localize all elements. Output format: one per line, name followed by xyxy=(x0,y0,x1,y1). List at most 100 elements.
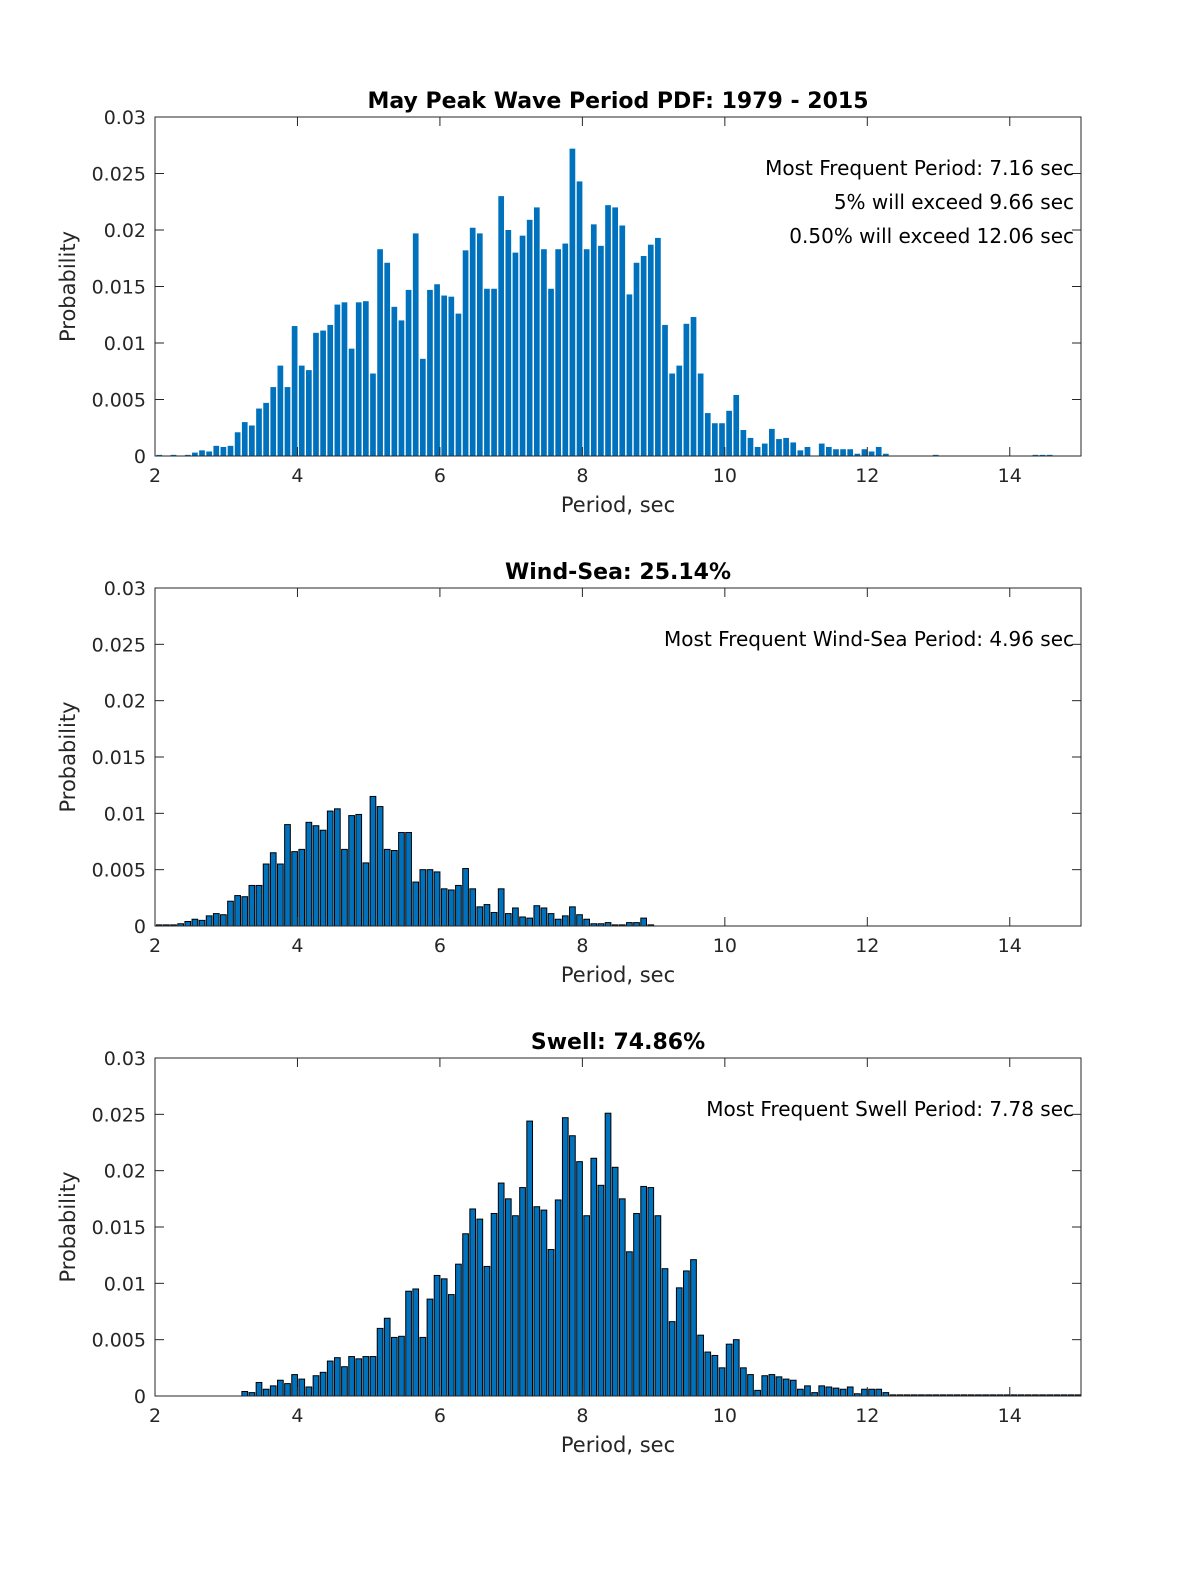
bar xyxy=(547,913,555,927)
bar xyxy=(754,446,761,456)
bar xyxy=(306,370,312,456)
chart-panel-2: 2 4 6 8 10 12 14 0 0.005 0.01 0.015 0.02 0.025 0.03 Wi… xyxy=(56,560,1082,987)
bar xyxy=(398,831,405,927)
bar xyxy=(782,1378,790,1397)
bar xyxy=(348,815,355,927)
bar xyxy=(519,916,526,927)
bar xyxy=(262,1388,270,1397)
bar xyxy=(255,1381,263,1397)
x-tick-label: 6 xyxy=(434,465,446,487)
bar xyxy=(825,1386,833,1397)
y-tick-label: 0.03 xyxy=(104,1048,146,1070)
bar xyxy=(690,1259,697,1397)
bar xyxy=(269,1385,277,1397)
bar xyxy=(654,1215,662,1397)
bar xyxy=(504,913,512,927)
x-tick-label: 4 xyxy=(291,465,303,487)
bar xyxy=(583,918,591,927)
bar xyxy=(497,1182,505,1397)
bar xyxy=(683,1270,690,1397)
chart-panel-1: 2 4 6 8 10 12 14 0 0.005 0.01 0.015 0.02 0.025 0.03 Ma… xyxy=(56,89,1082,517)
y-tick-label: 0.005 xyxy=(92,1330,146,1352)
bar xyxy=(234,432,241,456)
bar xyxy=(526,1120,534,1397)
annotation: Most Frequent Period: 7.16 sec xyxy=(765,156,1074,180)
bar xyxy=(569,148,576,456)
bar xyxy=(248,884,256,927)
bar xyxy=(711,1354,719,1397)
bar xyxy=(533,905,541,927)
bar xyxy=(676,365,683,456)
bar xyxy=(612,207,618,456)
bar xyxy=(697,373,704,456)
bar xyxy=(640,255,647,456)
bar xyxy=(405,289,412,456)
bar xyxy=(263,402,269,456)
bar xyxy=(697,1334,704,1397)
bar xyxy=(554,918,562,927)
bar xyxy=(797,1388,804,1397)
bar xyxy=(504,1198,512,1397)
bar xyxy=(1032,454,1039,456)
bar xyxy=(576,914,583,927)
bar xyxy=(590,1157,598,1397)
bar xyxy=(861,1388,868,1397)
bar xyxy=(825,446,832,456)
bar xyxy=(426,869,434,927)
bar xyxy=(712,423,718,456)
bar xyxy=(326,810,334,927)
bar xyxy=(248,1392,256,1397)
bar xyxy=(484,288,490,456)
chart-title: May Peak Wave Period PDF: 1979 - 2015 xyxy=(367,89,868,114)
bar xyxy=(675,1287,683,1397)
bar xyxy=(533,207,540,456)
bar xyxy=(661,1268,669,1397)
bar xyxy=(526,219,533,456)
bar xyxy=(262,863,270,927)
bar xyxy=(412,233,419,456)
bar xyxy=(569,1135,576,1397)
bar xyxy=(669,373,675,456)
bar xyxy=(412,881,420,927)
bar xyxy=(618,1198,626,1397)
bar xyxy=(804,1385,811,1397)
bar xyxy=(597,1184,605,1397)
x-axis-label: Period, sec xyxy=(561,963,675,987)
x-tick-label: 6 xyxy=(434,1405,446,1427)
bar xyxy=(376,1327,384,1397)
bar xyxy=(483,904,491,927)
bar xyxy=(412,1288,420,1397)
x-tick-label: 4 xyxy=(291,935,303,957)
y-tick-label: 0.03 xyxy=(104,578,146,600)
bar xyxy=(704,1351,712,1397)
bar xyxy=(298,365,305,456)
bar xyxy=(277,1379,284,1397)
x-tick-label: 10 xyxy=(713,1405,737,1427)
bar xyxy=(390,1336,398,1397)
bar xyxy=(633,922,640,927)
bar xyxy=(776,439,782,456)
bar xyxy=(875,1388,883,1397)
bar xyxy=(398,1335,405,1397)
y-tick-label: 0.01 xyxy=(104,333,146,355)
bar xyxy=(775,1376,783,1397)
bar xyxy=(212,913,220,927)
bars xyxy=(156,148,1053,456)
bar xyxy=(206,451,212,456)
bar xyxy=(783,437,789,456)
bar xyxy=(725,1343,733,1397)
bar xyxy=(291,326,298,456)
bar xyxy=(341,302,348,456)
bar xyxy=(541,249,547,456)
bar xyxy=(440,1278,448,1397)
bar xyxy=(469,227,476,456)
bar xyxy=(704,413,711,456)
bar xyxy=(334,304,341,456)
bar xyxy=(483,1265,491,1397)
bar xyxy=(284,824,291,927)
bar xyxy=(362,301,369,456)
bar xyxy=(561,915,569,927)
bar xyxy=(383,848,391,927)
bar xyxy=(640,917,647,927)
